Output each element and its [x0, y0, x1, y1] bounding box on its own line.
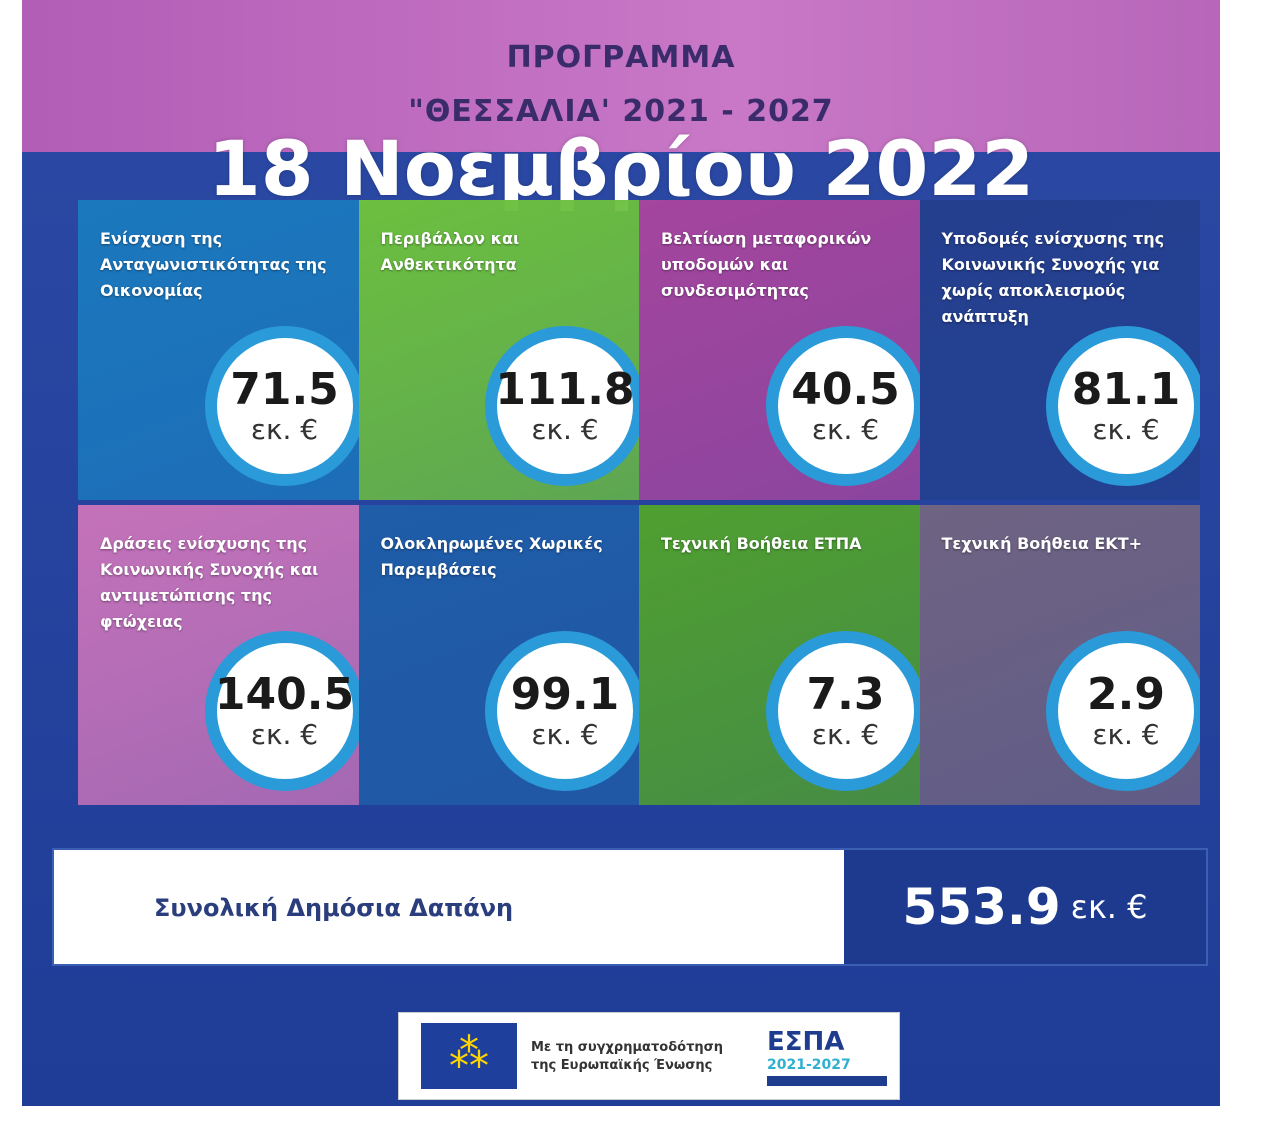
- tile-value: 81.1: [1071, 363, 1181, 415]
- amount-circle: 2.9 εκ. €: [1046, 631, 1200, 791]
- tile-title: Τεχνική Βοήθεια ΕΚΤ+: [941, 534, 1143, 553]
- tile-value: 140.5: [214, 668, 355, 720]
- tile-unit: εκ. €: [811, 717, 880, 751]
- tile-title: Υποδομές ενίσχυσης της Κοινωνικής Συνοχή…: [941, 229, 1165, 326]
- priority-tile: Βελτίωση μεταφορικών υποδομών και συνδεσ…: [639, 200, 920, 500]
- tile-unit: εκ. €: [1092, 412, 1160, 446]
- priority-tile: Ολοκληρωμένες Χωρικές Παρεμβάσεις 99.1 ε…: [358, 505, 639, 805]
- tile-value: 7.3: [806, 668, 885, 720]
- priority-tile: Τεχνική Βοήθεια ΕΚΤ+ 2.9 εκ. €: [919, 505, 1200, 805]
- espa-logo: ΕΣΠΑ 2021-2027: [767, 1027, 887, 1086]
- total-label: Συνολική Δημόσια Δαπάνη: [154, 894, 514, 922]
- total-unit: εκ. €: [1070, 888, 1148, 926]
- priority-tile: Τεχνική Βοήθεια ΕΤΠΑ 7.3 εκ. €: [639, 505, 920, 805]
- amount-circle: 71.5 εκ. €: [204, 326, 359, 486]
- amount-circle: 140.5 εκ. €: [204, 631, 359, 791]
- funding-footer: ⁂ Με τη συγχρηματοδότηση της Ευρωπαϊκής …: [398, 1012, 900, 1100]
- amount-circle: 111.8 εκ. €: [485, 326, 639, 486]
- tile-value: 71.5: [230, 363, 339, 415]
- tile-unit: εκ. €: [531, 717, 599, 751]
- tile-title: Ενίσχυση της Ανταγωνιστικότητας της Οικο…: [100, 229, 327, 300]
- infographic-poster: ΠΡΟΓΡΑΜΜΑ "ΘΕΣΣΑΛΙΑ' 2021 - 2027 18 Νοεμ…: [22, 0, 1220, 1106]
- total-amount: 553.9 εκ. €: [844, 850, 1206, 964]
- priority-tile: Ενίσχυση της Ανταγωνιστικότητας της Οικο…: [78, 200, 359, 500]
- cofunding-text: Με τη συγχρηματοδότηση της Ευρωπαϊκής Έν…: [531, 1039, 723, 1075]
- amount-circle: 81.1 εκ. €: [1046, 326, 1200, 486]
- tile-title: Περιβάλλον και Ανθεκτικότητα: [380, 229, 520, 274]
- program-title: ΠΡΟΓΡΑΜΜΑ: [506, 40, 736, 75]
- tile-unit: εκ. €: [250, 717, 319, 751]
- date-overlay: 18 Νοεμβρίου 2022: [207, 124, 1035, 213]
- cofunding-line2: της Ευρωπαϊκής Ένωσης: [531, 1058, 713, 1073]
- eu-flag-icon: ⁂: [421, 1023, 517, 1089]
- tile-value: 2.9: [1087, 668, 1165, 720]
- tile-unit: εκ. €: [811, 412, 880, 446]
- cofunding-line1: Με τη συγχρηματοδότηση: [531, 1040, 723, 1055]
- priority-tile: Δράσεις ενίσχυσης της Κοινωνικής Συνοχής…: [78, 505, 359, 805]
- tile-unit: εκ. €: [250, 412, 319, 446]
- tile-title: Τεχνική Βοήθεια ΕΤΠΑ: [661, 534, 862, 553]
- amount-circle: 7.3 εκ. €: [765, 631, 920, 791]
- tile-unit: εκ. €: [531, 412, 599, 446]
- espa-name: ΕΣΠΑ: [767, 1027, 845, 1057]
- tile-value: 99.1: [510, 668, 620, 720]
- total-value: 553.9: [902, 878, 1061, 936]
- priority-grid: Ενίσχυση της Ανταγωνιστικότητας της Οικο…: [78, 200, 1200, 805]
- tile-title: Βελτίωση μεταφορικών υποδομών και συνδεσ…: [661, 229, 872, 300]
- tile-title: Δράσεις ενίσχυσης της Κοινωνικής Συνοχής…: [100, 534, 319, 631]
- tile-unit: εκ. €: [1092, 717, 1160, 751]
- priority-tile: Περιβάλλον και Ανθεκτικότητα 111.8 εκ. €: [358, 200, 639, 500]
- tile-value: 111.8: [495, 363, 635, 415]
- total-bar: Συνολική Δημόσια Δαπάνη 553.9 εκ. €: [52, 848, 1208, 966]
- espa-years: 2021-2027: [767, 1057, 851, 1073]
- espa-bar: [767, 1076, 887, 1086]
- program-subtitle: "ΘΕΣΣΑΛΙΑ' 2021 - 2027: [408, 94, 834, 129]
- amount-circle: 99.1 εκ. €: [485, 631, 639, 791]
- amount-circle: 40.5 εκ. €: [765, 326, 920, 486]
- header-banner: ΠΡΟΓΡΑΜΜΑ "ΘΕΣΣΑΛΙΑ' 2021 - 2027: [22, 0, 1220, 152]
- priority-tile: Υποδομές ενίσχυσης της Κοινωνικής Συνοχή…: [919, 200, 1200, 500]
- tile-title: Ολοκληρωμένες Χωρικές Παρεμβάσεις: [380, 534, 603, 579]
- tile-value: 40.5: [791, 363, 900, 415]
